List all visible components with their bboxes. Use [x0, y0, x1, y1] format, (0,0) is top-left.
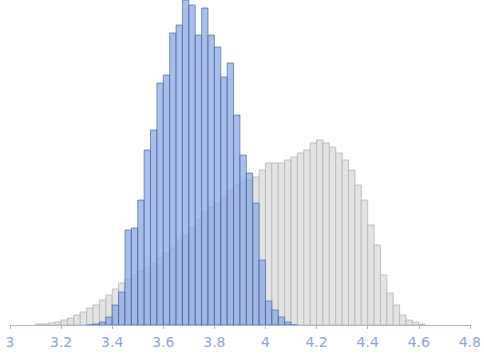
svg-text:4.2: 4.2 [305, 334, 327, 350]
svg-text:3: 3 [6, 334, 15, 350]
svg-text:4.6: 4.6 [408, 334, 430, 350]
svg-text:3.2: 3.2 [50, 334, 72, 350]
svg-text:3.6: 3.6 [152, 334, 174, 350]
svg-text:4.8: 4.8 [459, 334, 481, 350]
svg-text:4.4: 4.4 [357, 334, 379, 350]
svg-text:3.8: 3.8 [203, 334, 225, 350]
svg-text:4: 4 [261, 334, 270, 350]
svg-text:3.4: 3.4 [101, 334, 123, 350]
